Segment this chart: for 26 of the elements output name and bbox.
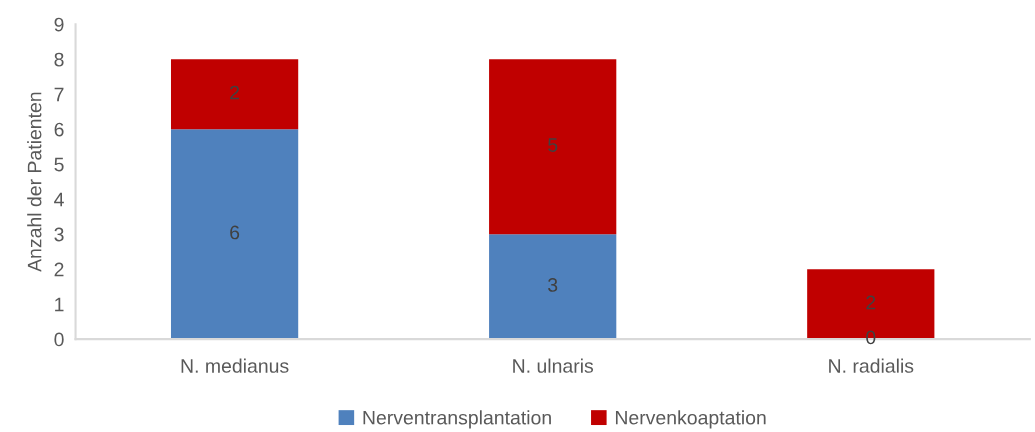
y-tick-label: 1	[55, 297, 64, 312]
bar	[489, 234, 617, 340]
y-axis-title: Anzahl der Patienten	[27, 92, 42, 272]
legend-label: Nerventransplantation	[363, 410, 551, 429]
data-label: 5	[548, 138, 558, 152]
y-tick-label: 7	[54, 87, 64, 102]
y-tick-label: 8	[54, 52, 64, 67]
bar	[170, 129, 299, 340]
y-tick-label: 3	[54, 227, 64, 242]
legend-label: Nervenkoaptation	[615, 410, 766, 429]
bar	[170, 59, 299, 130]
y-tick-label: 4	[54, 192, 64, 207]
y-tick-label: 2	[54, 262, 64, 277]
y-tick-label: 6	[54, 122, 64, 137]
x-tick-label: N. ulnaris	[513, 358, 594, 373]
y-tick-label: 5	[54, 157, 64, 172]
y-tick-label: 0	[54, 332, 64, 347]
y-tick-label: 9	[54, 17, 64, 32]
data-label: 0	[866, 330, 876, 345]
bar	[489, 59, 617, 235]
data-label: 2	[866, 295, 876, 310]
x-tick-label: N. radialis	[829, 358, 914, 373]
data-label: 3	[548, 278, 558, 292]
data-label: 2	[230, 85, 240, 100]
x-tick-label: N. medianus	[181, 358, 289, 373]
data-label: 6	[230, 225, 240, 240]
